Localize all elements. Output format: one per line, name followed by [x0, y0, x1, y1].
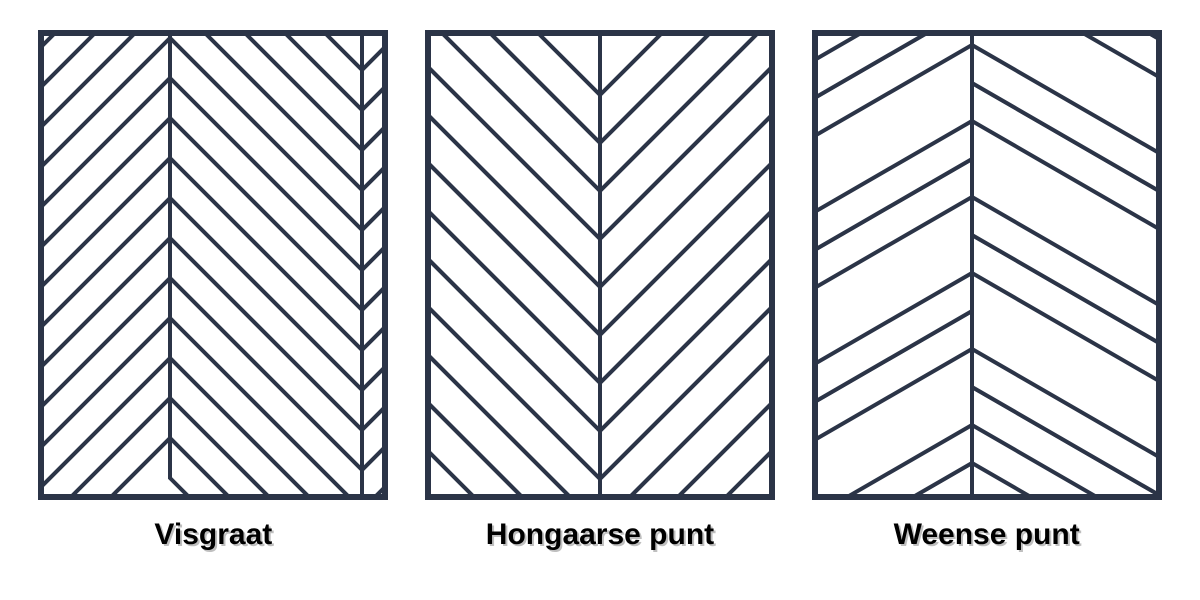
- pattern-label-visgraat: Visgraat: [154, 518, 272, 552]
- pattern-label-hongaarse-punt: Hongaarse punt: [486, 518, 714, 552]
- pattern-diagram-hongaarse-punt: [425, 30, 775, 500]
- pattern-diagram-weense-punt: [812, 30, 1162, 500]
- pattern-row: Visgraat: [0, 0, 1200, 600]
- pattern-card-weense-punt: Weense punt: [812, 30, 1162, 552]
- pattern-card-visgraat: Visgraat: [38, 30, 388, 552]
- pattern-label-weense-punt: Weense punt: [894, 518, 1080, 552]
- pattern-diagram-visgraat: [38, 30, 388, 500]
- pattern-card-hongaarse-punt: Hongaarse punt: [425, 30, 775, 552]
